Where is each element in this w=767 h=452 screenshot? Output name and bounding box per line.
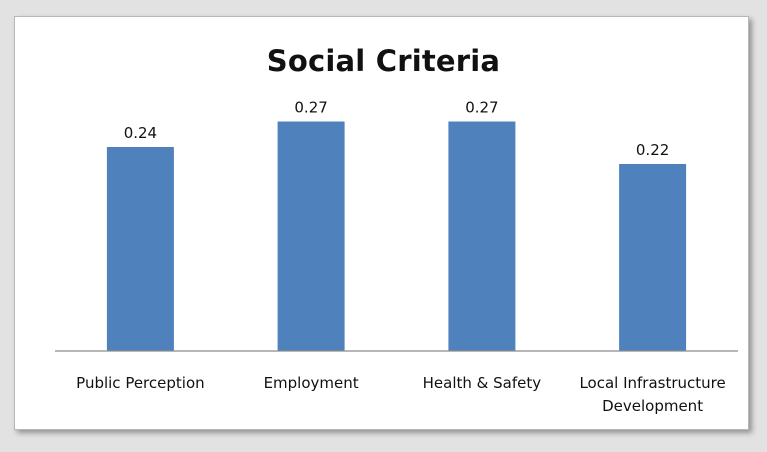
tick-label-line: Employment	[264, 374, 359, 392]
bar-local-infrastructure-development	[619, 164, 687, 351]
bar-public-perception	[106, 147, 174, 351]
tick-label-line: Development	[602, 397, 703, 415]
data-label-employment: 0.27	[294, 99, 327, 117]
tick-label-health-safety: Health & Safety	[423, 374, 542, 392]
data-label-public-perception: 0.24	[124, 124, 157, 142]
tick-label-local-infrastructure-development: Local Infrastructure Development	[579, 374, 725, 415]
tick-label-line: Local Infrastructure	[579, 374, 725, 392]
data-label-health-safety: 0.27	[465, 99, 498, 117]
bar-health-safety	[448, 121, 516, 351]
tick-label-public-perception: Public Perception	[76, 374, 204, 392]
tick-label-line: Public Perception	[76, 374, 204, 392]
tick-label-employment: Employment	[264, 374, 359, 392]
data-label-local-infrastructure-development: 0.22	[636, 141, 669, 159]
bar-employment	[277, 121, 345, 351]
tick-label-line: Health & Safety	[423, 374, 542, 392]
chart-title: Social Criteria	[266, 44, 501, 78]
bars-group	[106, 121, 687, 351]
labels-group: 0.24 Public Perception 0.27 Employment 0.27 H…	[76, 99, 726, 416]
